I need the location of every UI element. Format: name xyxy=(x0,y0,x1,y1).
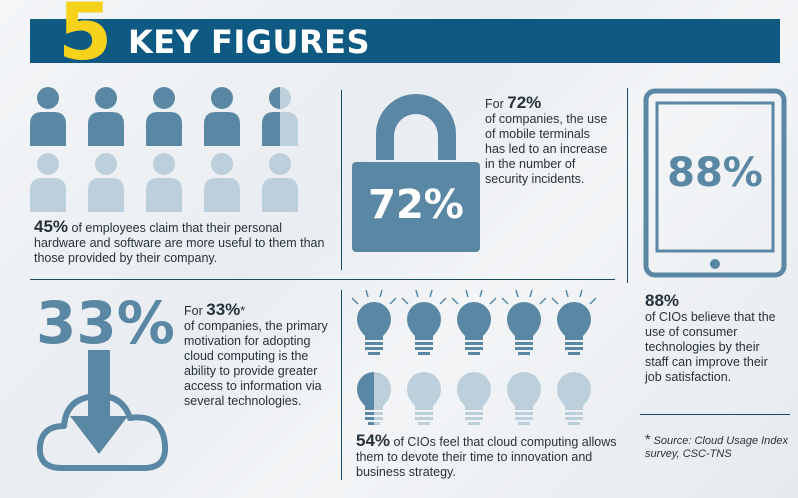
tablet-value: 88% xyxy=(667,150,763,196)
divider-vertical-top xyxy=(341,90,342,270)
cloud-download-icon xyxy=(36,350,168,471)
lightbulb-icon xyxy=(401,290,447,355)
padlock-value: 72% xyxy=(368,182,464,228)
cloud-stat-marker: * xyxy=(240,304,246,318)
tablet-stat-text: 88% of CIOs believe that the use of cons… xyxy=(645,291,785,385)
person-icon xyxy=(262,153,298,212)
employees-stat-text: 45% of employees claim that their person… xyxy=(34,217,334,266)
lightbulb-icon xyxy=(507,372,541,425)
cloud-stat-value: 33% xyxy=(206,300,241,319)
lightbulb-icon xyxy=(551,290,597,355)
person-icon xyxy=(30,153,66,212)
security-stat-text: For 72% of companies, the use of mobile … xyxy=(485,93,610,187)
tablet-icon xyxy=(643,88,787,278)
lightbulb-icon xyxy=(457,372,491,425)
header-title: KEY FIGURES xyxy=(128,23,371,61)
person-icon xyxy=(204,87,240,146)
lightbulb-icon xyxy=(407,372,441,425)
source-note: * Source: Cloud Usage Index survey, CSC-… xyxy=(645,431,790,461)
divider-vertical-bottom xyxy=(341,290,342,480)
lightbulb-icon xyxy=(351,290,397,355)
person-icon xyxy=(146,87,182,146)
divider-horizontal-source xyxy=(640,414,790,415)
innovation-stat-description: of CIOs feel that cloud computing allows… xyxy=(356,435,617,479)
padlock-icon xyxy=(352,94,480,252)
security-stat-prefix: For xyxy=(485,97,508,111)
innovation-stat-value: 54% xyxy=(356,431,391,450)
divider-vertical-right xyxy=(627,88,628,283)
person-icon xyxy=(146,153,182,212)
person-icon xyxy=(30,87,66,146)
person-icon xyxy=(88,87,124,146)
cloud-big-value: 33% xyxy=(36,289,175,357)
person-icon-half xyxy=(262,87,298,146)
cloud-stat-description: of companies, the primary motivation for… xyxy=(184,319,328,408)
person-icon xyxy=(88,153,124,212)
tablet-stat-description: of CIOs believe that the use of consumer… xyxy=(645,310,776,384)
source-text: Source: Cloud Usage Index survey, CSC-TN… xyxy=(645,435,789,460)
employees-stat-description: of employees claim that their personal h… xyxy=(34,221,325,265)
lightbulb-icon-half xyxy=(357,372,391,425)
lightbulb-icon xyxy=(501,290,547,355)
people-icon-grid xyxy=(30,87,298,212)
header-banner xyxy=(30,19,780,63)
innovation-stat-text: 54% of CIOs feel that cloud computing al… xyxy=(356,431,626,480)
lightbulb-icon xyxy=(557,372,591,425)
lightbulb-icon xyxy=(451,290,497,355)
security-stat-value: 72% xyxy=(507,93,542,112)
cloud-stat-text: For 33%* of companies, the primary motiv… xyxy=(184,300,334,409)
employees-stat-value: 45% xyxy=(34,217,69,236)
person-icon xyxy=(204,153,240,212)
header-number: 5 xyxy=(58,0,113,78)
divider-horizontal-middle xyxy=(30,279,615,280)
tablet-stat-value: 88% xyxy=(645,291,680,310)
source-marker: * xyxy=(645,431,651,447)
security-stat-description: of companies, the use of mobile terminal… xyxy=(485,112,608,186)
lightbulb-icon-grid xyxy=(351,290,597,425)
cloud-stat-prefix: For xyxy=(184,304,207,318)
